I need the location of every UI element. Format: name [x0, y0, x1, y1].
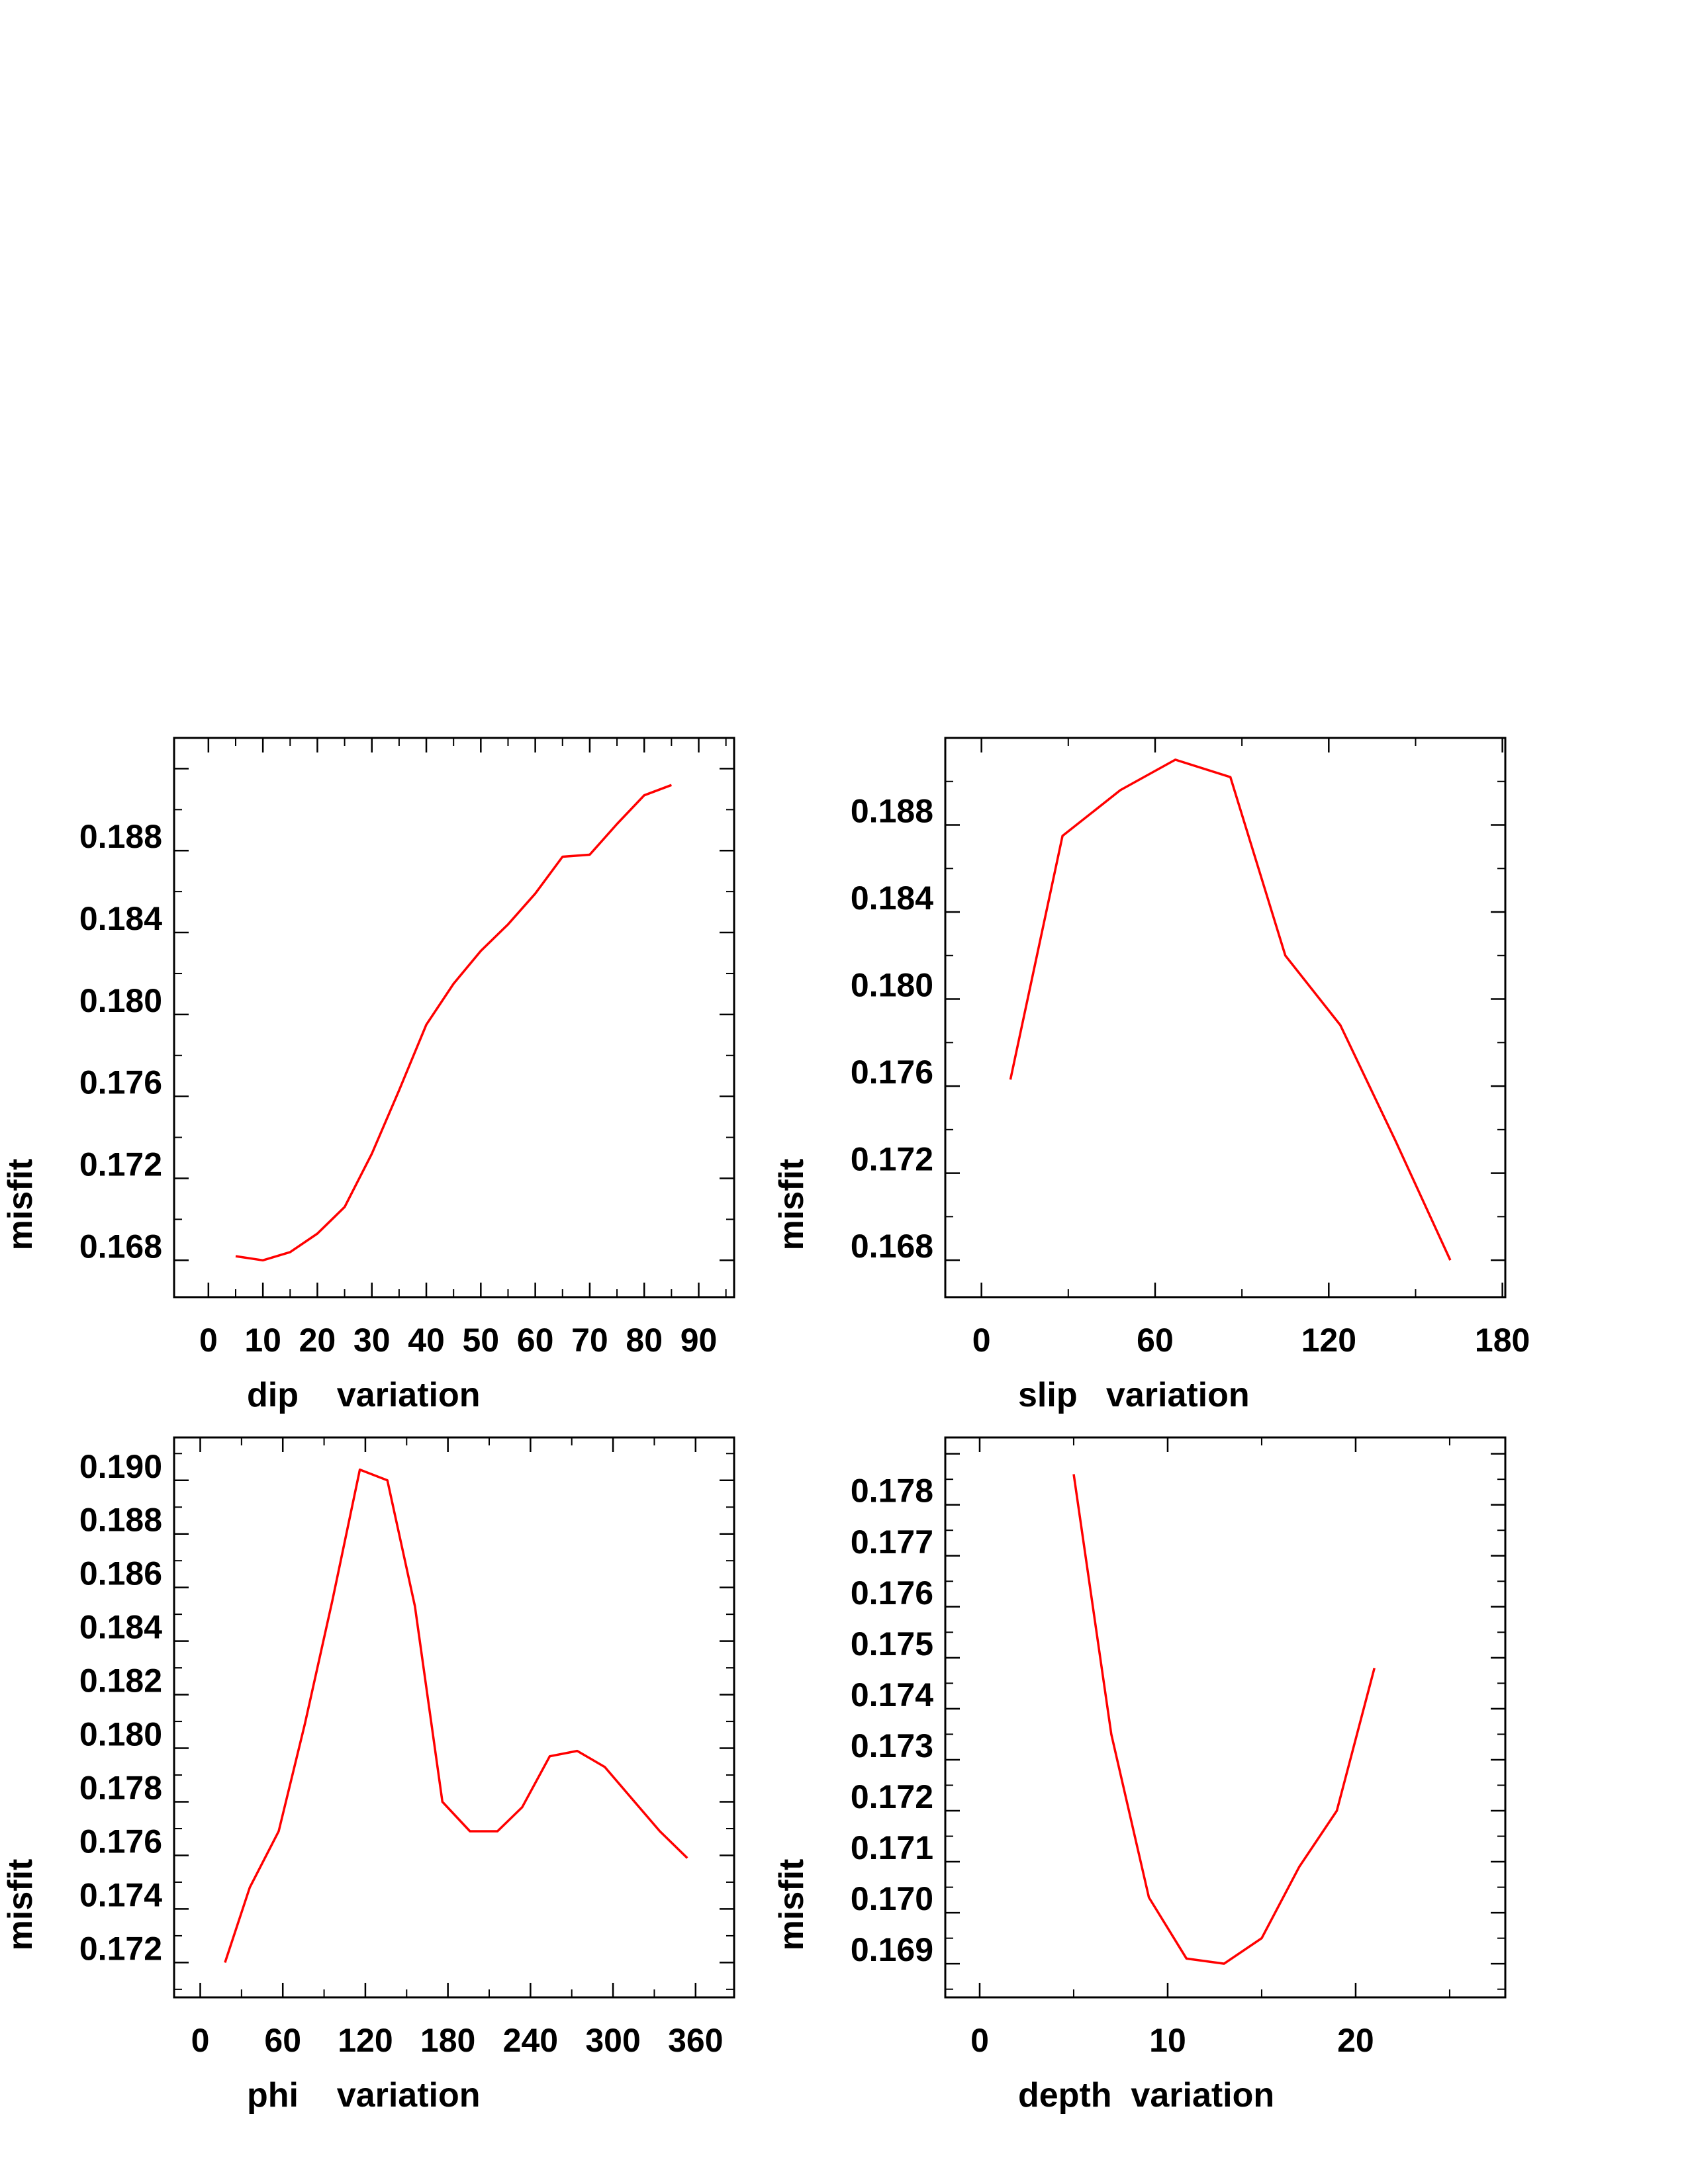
y-axis-label: misfit [1, 1159, 40, 1251]
y-tick-label: 0.188 [851, 793, 933, 830]
x-tick-label: 80 [626, 1322, 663, 1359]
y-tick-label: 0.174 [851, 1676, 933, 1713]
y-tick-label: 0.168 [851, 1228, 933, 1265]
plot-frame [944, 1436, 1507, 1999]
plot-frame [173, 1436, 735, 1999]
y-tick-label: 0.171 [851, 1829, 933, 1866]
x-tick-label: 0 [972, 1322, 991, 1359]
y-tick-label: 0.186 [79, 1555, 162, 1592]
y-tick-label: 0.172 [851, 1778, 933, 1815]
y-tick-label: 0.188 [79, 818, 162, 855]
x-tick-label: 240 [503, 2022, 558, 2059]
y-tick-label: 0.176 [79, 1823, 162, 1860]
x-tick-label: 360 [668, 2022, 723, 2059]
x-tick-label: 120 [338, 2022, 393, 2059]
series-line-1 [1009, 758, 1452, 1261]
y-tick-label: 0.178 [851, 1473, 933, 1510]
y-tick-label: 0.170 [851, 1880, 933, 1917]
y-tick-label: 0.184 [851, 880, 933, 917]
y-tick-label: 0.176 [851, 1574, 933, 1612]
x-tick-label: 0 [199, 1322, 218, 1359]
y-tick-label: 0.177 [851, 1524, 933, 1561]
y-tick-label: 0.168 [79, 1228, 162, 1265]
x-axis-label: depth variation [1018, 2076, 1274, 2115]
y-axis-label: misfit [1, 1859, 40, 1951]
plot-frame [944, 737, 1507, 1298]
y-tick-label: 0.184 [79, 900, 162, 937]
x-tick-label: 90 [680, 1322, 718, 1359]
chart-panel-4: 0 10 20 0.169 0.170 0.171 0.172 0.173 0.174 0.175… [773, 1436, 1507, 2115]
x-tick-label: 180 [1475, 1322, 1530, 1359]
x-tick-label: 0 [970, 2022, 989, 2059]
chart-panel-1: 0 10 20 30 40 50 60 70 80 90 0.168 0.172 0.176 0.180 0… [1, 737, 735, 1414]
chart-panel-3: 0 60 120 180 240 300 360 0.172 0.174 0.176 0.178 0.… [1, 1436, 735, 2115]
y-tick-label: 0.172 [851, 1141, 933, 1178]
x-tick-label: 40 [408, 1322, 445, 1359]
y-tick-label: 0.180 [79, 982, 162, 1019]
x-tick-label: 20 [1337, 2022, 1374, 2059]
y-tick-label: 0.176 [79, 1064, 162, 1101]
y-tick-label: 0.188 [79, 1502, 162, 1539]
y-tick-label: 0.169 [851, 1931, 933, 1968]
x-tick-label: 120 [1301, 1322, 1356, 1359]
chart-panel-2: 0 60 120 180 0.168 0.172 0.176 0.180 0.184 0.188 s… [773, 737, 1530, 1414]
y-tick-label: 0.172 [79, 1930, 162, 1967]
y-tick-label: 0.182 [79, 1662, 162, 1700]
series-line-1 [1072, 1474, 1376, 1965]
x-tick-label: 30 [353, 1322, 391, 1359]
series-line-1 [235, 784, 673, 1262]
y-axis-label: misfit [773, 1159, 811, 1251]
x-tick-label: 60 [1137, 1322, 1174, 1359]
y-tick-label: 0.175 [851, 1625, 933, 1662]
x-tick-label: 10 [244, 1322, 281, 1359]
y-axis-label: misfit [773, 1859, 811, 1951]
x-axis-label: phi variation [247, 2076, 481, 2115]
y-tick-label: 0.180 [851, 967, 933, 1004]
x-axis-label: dip variation [247, 1376, 481, 1414]
y-tick-label: 0.176 [851, 1054, 933, 1091]
x-tick-label: 0 [191, 2022, 210, 2059]
y-tick-label: 0.173 [851, 1727, 933, 1764]
x-tick-label: 10 [1149, 2022, 1186, 2059]
y-tick-label: 0.172 [79, 1146, 162, 1183]
y-tick-label: 0.184 [79, 1609, 162, 1646]
x-tick-label: 20 [299, 1322, 336, 1359]
y-tick-label: 0.180 [79, 1716, 162, 1753]
x-tick-label: 180 [420, 2022, 475, 2059]
x-tick-label: 60 [264, 2022, 301, 2059]
x-tick-label: 60 [517, 1322, 554, 1359]
x-tick-label: 50 [463, 1322, 500, 1359]
x-tick-label: 70 [571, 1322, 608, 1359]
y-tick-label: 0.190 [79, 1448, 162, 1485]
x-tick-label: 300 [585, 2022, 640, 2059]
y-tick-label: 0.174 [79, 1876, 162, 1913]
plot-frame [173, 737, 735, 1298]
y-tick-label: 0.178 [79, 1770, 162, 1807]
x-axis-label: slip variation [1018, 1376, 1250, 1414]
series-line-1 [224, 1468, 688, 1963]
